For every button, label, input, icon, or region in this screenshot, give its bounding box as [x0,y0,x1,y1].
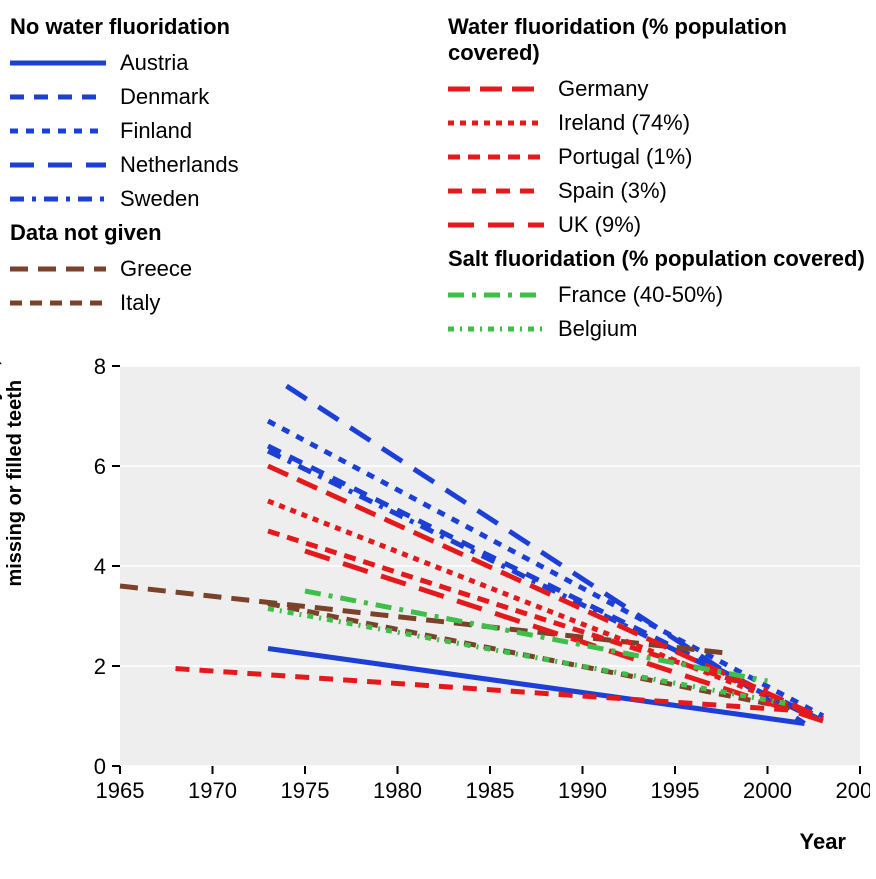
x-tick-label: 2005 [836,778,870,803]
legend-label: Sweden [120,186,200,212]
x-tick-label: 1980 [373,778,422,803]
legend-item: Finland [10,114,428,148]
x-tick-label: 1965 [96,778,145,803]
legend-label: Germany [558,76,648,102]
legend-label: Greece [120,256,192,282]
legend-right-column: Water fluoridation (% population covered… [448,10,866,346]
legend-left-column: No water fluoridation Austria Denmark Finla… [10,10,428,346]
y-axis-label: Mean number of decayed, missing or fille… [0,360,27,606]
legend-label: UK (9%) [558,212,641,238]
y-tick-label: 4 [94,554,106,579]
legend-item: France (40-50%) [448,278,866,312]
y-tick-label: 6 [94,454,106,479]
legend-item: Ireland (74%) [448,106,866,140]
legend-item: Denmark [10,80,428,114]
legend-label: Austria [120,50,188,76]
y-tick-label: 0 [94,754,106,779]
legend: No water fluoridation Austria Denmark Finla… [10,10,866,346]
legend-group-header: No water fluoridation [10,14,428,40]
legend-item: UK (9%) [448,208,866,242]
legend-item: Sweden [10,182,428,216]
legend-label: Spain (3%) [558,178,667,204]
legend-group-header: Data not given [10,220,428,246]
legend-label: Netherlands [120,152,239,178]
x-tick-label: 2000 [743,778,792,803]
legend-label: France (40-50%) [558,282,723,308]
y-tick-label: 2 [94,654,106,679]
x-tick-label: 1995 [651,778,700,803]
line-chart: 0 2 4 6 8 1965 1970 1975 1980 1985 1990 1995 2000 200… [10,356,870,806]
legend-label: Ireland (74%) [558,110,690,136]
legend-item: Greece [10,252,428,286]
legend-item: Netherlands [10,148,428,182]
legend-label: Denmark [120,84,209,110]
legend-label: Italy [120,290,160,316]
legend-item: Germany [448,72,866,106]
x-tick-label: 1975 [281,778,330,803]
legend-item: Belgium [448,312,866,346]
legend-label: Belgium [558,316,637,342]
x-axis-label: Year [10,829,866,855]
legend-group-header: Water fluoridation (% population covered… [448,14,866,66]
x-tick-label: 1970 [188,778,237,803]
legend-group-header: Salt fluoridation (% population covered) [448,246,866,272]
chart-container: Mean number of decayed, missing or fille… [10,356,866,855]
legend-item: Spain (3%) [448,174,866,208]
legend-item: Austria [10,46,428,80]
legend-label: Finland [120,118,192,144]
legend-item: Italy [10,286,428,320]
x-tick-label: 1990 [558,778,607,803]
legend-item: Portugal (1%) [448,140,866,174]
x-tick-label: 1985 [466,778,515,803]
legend-label: Portugal (1%) [558,144,693,170]
y-tick-label: 8 [94,356,106,379]
